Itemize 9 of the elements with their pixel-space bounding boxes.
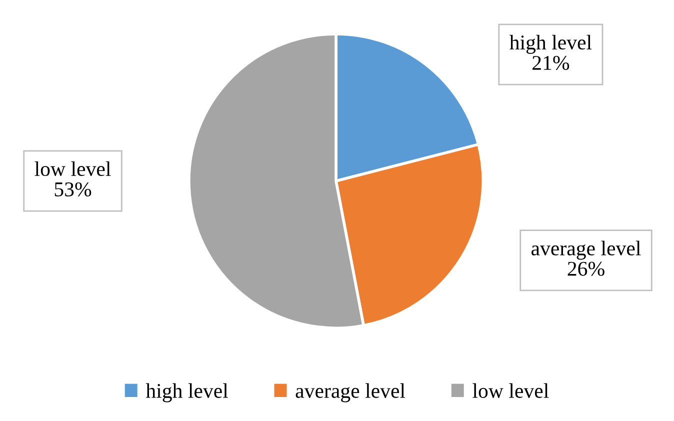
slice-label: high level xyxy=(510,34,592,54)
data-label: 53% xyxy=(54,182,92,196)
legend-label: high level xyxy=(146,383,228,402)
slice-label: low level xyxy=(34,161,111,176)
legend-label: low level xyxy=(472,383,549,398)
legend-label: average level xyxy=(296,383,406,402)
slice-label: average level xyxy=(532,240,641,260)
data-label: 21% xyxy=(532,56,570,70)
data-label: 26% xyxy=(568,262,604,276)
